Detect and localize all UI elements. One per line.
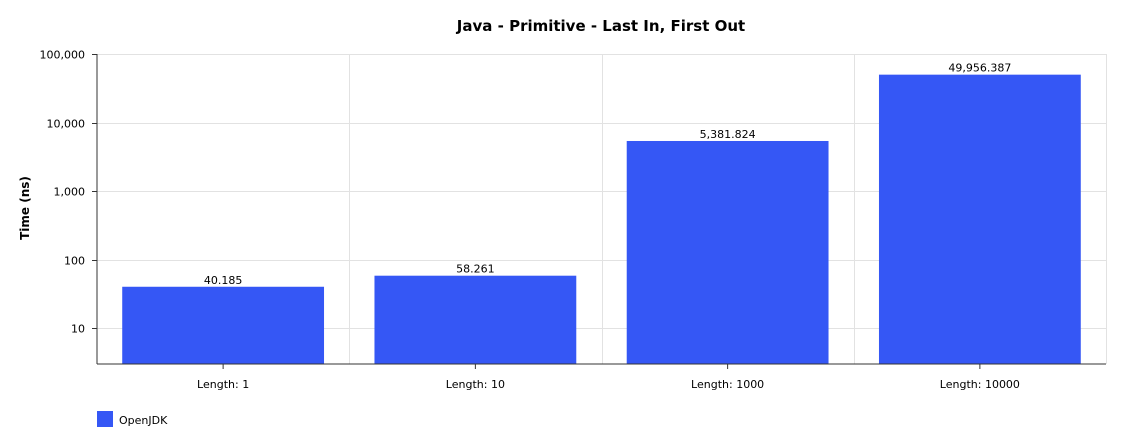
y-tick-label: 100 bbox=[64, 255, 85, 268]
bar bbox=[878, 74, 1081, 365]
y-tick-label: 10,000 bbox=[47, 118, 86, 131]
y-tick-labels: 10 100 1,000 10,000 100,000 bbox=[40, 49, 97, 336]
data-label: 5,381.824 bbox=[700, 128, 756, 141]
x-tick-label: Length: 10000 bbox=[940, 378, 1020, 391]
data-label: 40.185 bbox=[204, 274, 243, 287]
bar bbox=[122, 286, 325, 364]
bar bbox=[626, 140, 829, 364]
legend-swatch-openjdk bbox=[97, 411, 113, 427]
bars bbox=[122, 74, 1081, 365]
y-tick-label: 1,000 bbox=[54, 186, 86, 199]
y-axis-label: Time (ns) bbox=[18, 176, 32, 240]
legend-label-openjdk: OpenJDK bbox=[119, 414, 168, 427]
bar bbox=[374, 275, 577, 364]
chart-title: Java - Primitive - Last In, First Out bbox=[456, 17, 745, 35]
x-tick-label: Length: 10 bbox=[446, 378, 505, 391]
data-labels: 40.185 58.261 5,381.824 49,956.387 bbox=[204, 62, 1011, 287]
x-tick-label: Length: 1 bbox=[197, 378, 249, 391]
x-tick-labels: Length: 1 Length: 10 Length: 1000 Length: 1… bbox=[197, 364, 1020, 391]
y-tick-label: 100,000 bbox=[40, 49, 86, 62]
data-label: 49,956.387 bbox=[948, 62, 1011, 75]
x-tick-label: Length: 1000 bbox=[691, 378, 764, 391]
data-label: 58.261 bbox=[456, 263, 495, 276]
axes bbox=[96, 54, 1106, 365]
y-tick-label: 10 bbox=[71, 323, 85, 336]
legend: OpenJDK bbox=[97, 411, 168, 427]
